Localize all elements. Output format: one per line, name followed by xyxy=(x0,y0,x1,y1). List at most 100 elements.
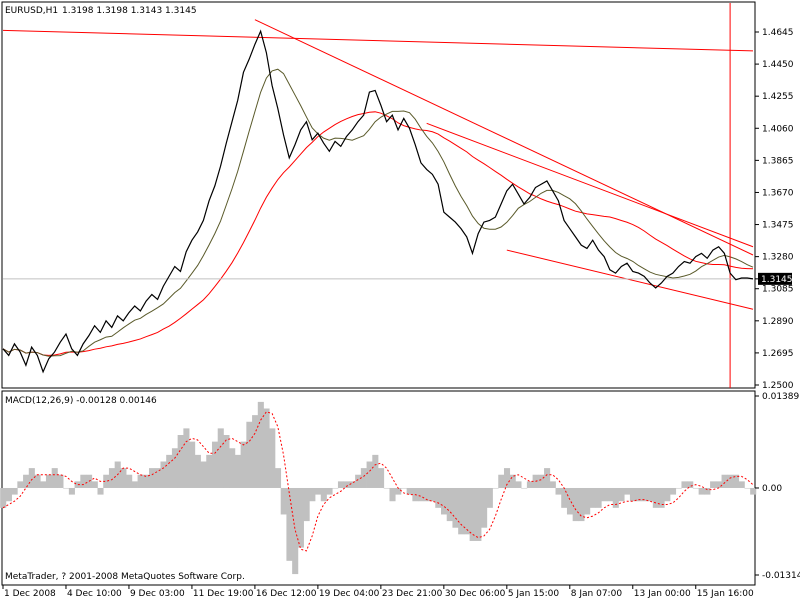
macd-bar xyxy=(572,487,579,522)
macd-bar xyxy=(126,474,133,488)
macd-bar xyxy=(647,487,654,502)
macd-bar xyxy=(566,487,574,515)
time-axis-label: 9 Dec 03:00 xyxy=(130,589,185,599)
macd-bar xyxy=(727,474,734,488)
macd-bar xyxy=(0,487,7,508)
macd-bar xyxy=(698,487,705,495)
macd-bar xyxy=(108,468,116,488)
macd-bar xyxy=(97,487,104,495)
macd-bar xyxy=(395,487,402,495)
macd-bar xyxy=(383,487,390,489)
macd-bar xyxy=(710,481,717,488)
price-pane[interactable] xyxy=(2,3,754,388)
macd-bar xyxy=(211,441,219,488)
macd-bar xyxy=(435,487,442,508)
macd-bar xyxy=(463,487,470,535)
moving-average-fast xyxy=(2,68,754,357)
macd-bar xyxy=(624,487,631,495)
macd-bar xyxy=(492,487,499,489)
macd-bar xyxy=(440,487,448,515)
macd-bar xyxy=(315,487,322,495)
macd-bar xyxy=(63,487,70,489)
macd-bar xyxy=(23,474,30,488)
current-price-label: 1.3145 xyxy=(761,275,793,285)
macd-bar xyxy=(481,487,488,528)
macd-bar xyxy=(715,481,722,488)
macd-bar xyxy=(200,461,207,488)
price-axis-label: 1.4450 xyxy=(762,60,794,70)
trend-line-4 xyxy=(426,122,754,248)
macd-bar xyxy=(11,487,18,495)
macd-bar xyxy=(143,474,150,488)
macd-bar xyxy=(372,454,379,488)
macd-bar xyxy=(675,487,682,489)
time-axis-label: 1 Dec 2008 xyxy=(4,589,56,599)
macd-axis-label: -0.01314 xyxy=(762,571,800,581)
macd-bar xyxy=(515,481,522,488)
macd-bar xyxy=(40,481,47,488)
price-axis-label: 1.2695 xyxy=(762,349,794,359)
price-axis-label: 1.3085 xyxy=(762,285,794,295)
macd-bar xyxy=(51,468,58,488)
macd-bar xyxy=(343,481,350,488)
macd-bar xyxy=(618,487,625,502)
macd-bar xyxy=(80,474,87,488)
macd-bar xyxy=(538,474,545,488)
macd-bar xyxy=(658,487,665,508)
macd-bar xyxy=(120,468,127,488)
macd-axis-label: 0.01389 xyxy=(762,392,799,402)
macd-bar xyxy=(578,487,585,522)
macd-pane[interactable] xyxy=(0,401,757,575)
macd-bar xyxy=(177,435,184,488)
macd-bar xyxy=(257,401,264,488)
macd-bar xyxy=(28,468,35,488)
time-axis-label: 11 Dec 19:00 xyxy=(193,589,254,599)
time-axis-label: 30 Dec 06:00 xyxy=(445,589,506,599)
macd-bar xyxy=(17,481,24,488)
macd-bar xyxy=(349,481,356,488)
macd-bar xyxy=(544,468,551,488)
macd-bar xyxy=(217,428,224,488)
time-axis-label: 13 Jan 00:00 xyxy=(634,589,691,599)
macd-bar xyxy=(160,461,167,488)
macd-bar xyxy=(641,487,648,502)
macd-bar xyxy=(389,487,396,502)
macd-bar xyxy=(670,487,677,495)
macd-bar xyxy=(320,487,327,502)
trend-line-1 xyxy=(2,29,754,52)
macd-bar xyxy=(406,487,413,495)
macd-bar xyxy=(498,474,505,488)
macd-bar xyxy=(309,487,316,502)
macd-bar xyxy=(74,481,81,488)
macd-bar xyxy=(332,487,339,489)
time-axis-label: 8 Jan 07:00 xyxy=(571,589,623,599)
macd-bar xyxy=(286,487,293,561)
price-axis-label: 1.3475 xyxy=(762,221,794,231)
price-axis-label: 1.2890 xyxy=(762,317,794,327)
ohlc-label: 1.3198 1.3198 1.3143 1.3145 xyxy=(62,6,197,16)
macd-bar xyxy=(750,487,757,495)
macd-label: MACD(12,26,9) -0.00128 0.00146 xyxy=(5,396,157,406)
macd-bar xyxy=(137,474,144,488)
macd-bar xyxy=(652,487,659,508)
macd-bar xyxy=(206,454,213,488)
macd-bar xyxy=(103,474,110,488)
macd-bar xyxy=(509,474,516,488)
macd-bar xyxy=(297,487,304,548)
price-axis-label: 1.4645 xyxy=(762,28,794,38)
macd-bar xyxy=(57,474,64,488)
macd-bar xyxy=(252,415,259,488)
macd-bar xyxy=(246,421,253,488)
time-axis-label: 16 Dec 12:00 xyxy=(256,589,317,599)
macd-bar xyxy=(229,448,236,488)
macd-bar xyxy=(601,487,608,502)
macd-bar xyxy=(263,408,270,488)
macd-bar xyxy=(584,487,591,515)
macd-bar xyxy=(452,487,459,528)
macd-bar xyxy=(704,487,711,495)
macd-bar xyxy=(555,487,562,495)
macd-bar xyxy=(635,487,642,502)
symbol-label: EURUSD,H1 xyxy=(5,6,58,16)
